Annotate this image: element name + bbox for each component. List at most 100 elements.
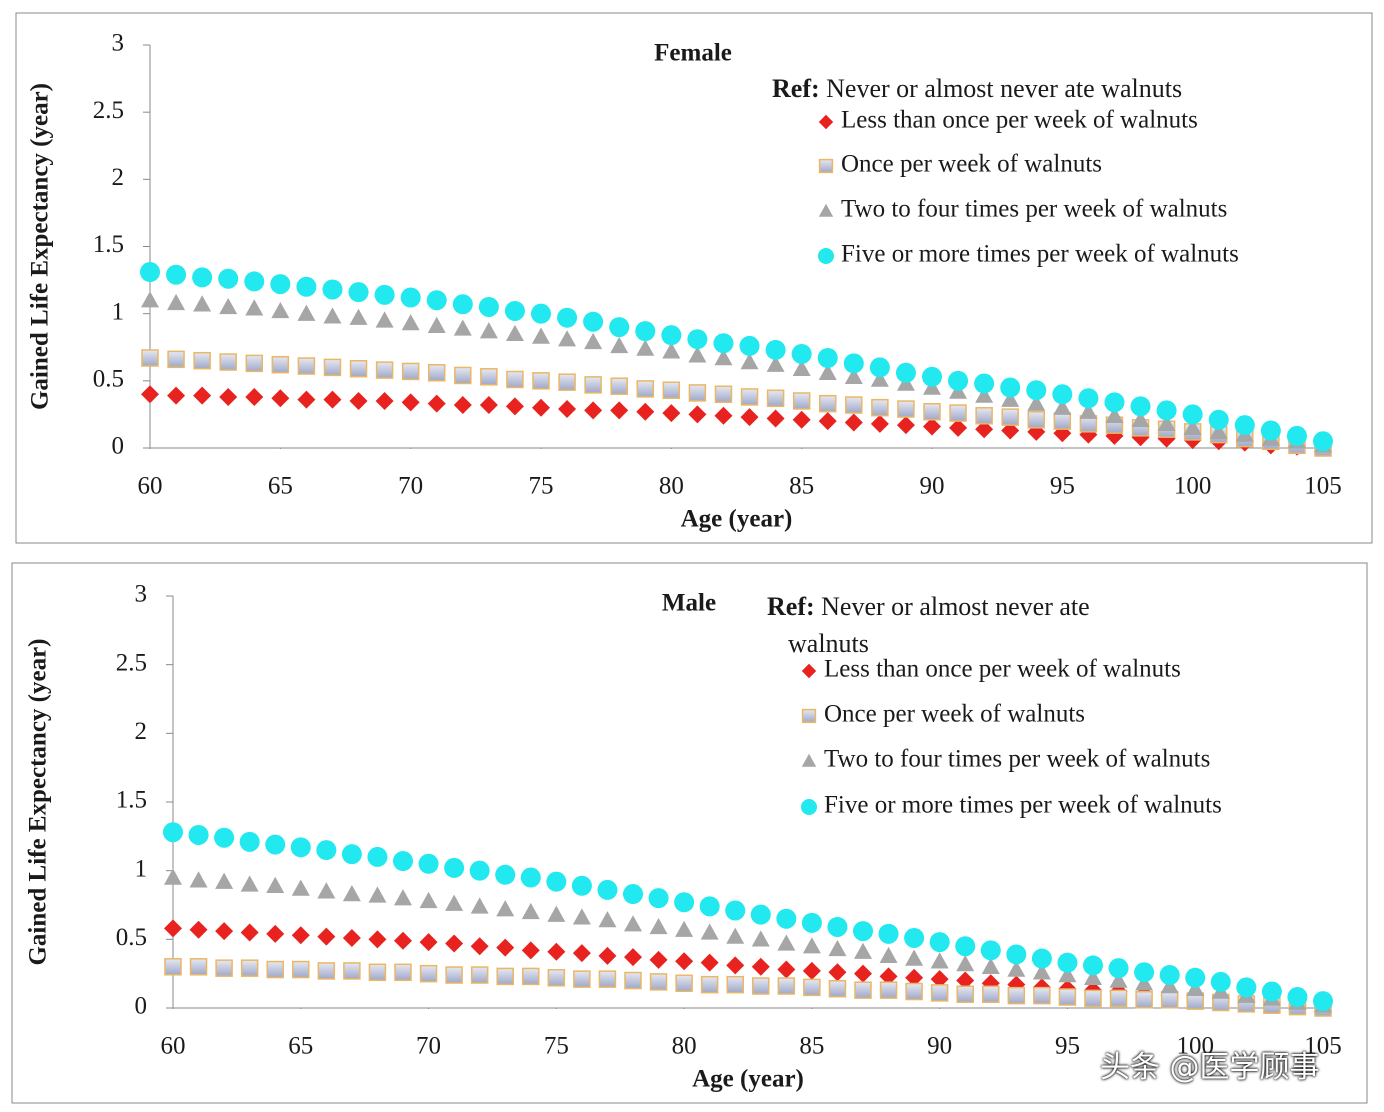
reference-label: Ref: bbox=[772, 74, 820, 103]
x-tick-label: 75 bbox=[544, 1033, 569, 1060]
diamond-marker bbox=[141, 385, 159, 404]
square-marker bbox=[532, 372, 550, 390]
triangle-marker bbox=[818, 363, 837, 380]
diamond-marker bbox=[624, 948, 642, 967]
square-marker bbox=[470, 966, 489, 984]
diamond-marker bbox=[879, 967, 898, 986]
square-marker bbox=[1033, 986, 1051, 1005]
circle-marker bbox=[546, 871, 567, 892]
diamond-marker bbox=[496, 938, 515, 957]
x-tick-label: 105 bbox=[1304, 1033, 1342, 1060]
square-marker bbox=[879, 981, 898, 999]
y-tick-label: 1.5 bbox=[116, 787, 147, 814]
legend-marker bbox=[801, 799, 817, 815]
diamond-marker bbox=[662, 404, 681, 423]
square-marker bbox=[675, 974, 693, 993]
square-marker bbox=[266, 960, 284, 979]
square-marker bbox=[1001, 408, 1019, 426]
x-tick-label: 90 bbox=[920, 473, 945, 500]
x-tick-label: 75 bbox=[529, 473, 554, 500]
diamond-marker bbox=[215, 922, 234, 941]
triangle-marker bbox=[219, 297, 238, 315]
square-marker bbox=[349, 359, 368, 378]
circle-marker bbox=[322, 279, 343, 300]
diamond-marker bbox=[323, 390, 342, 409]
diamond-marker bbox=[532, 398, 550, 417]
legend-marker bbox=[801, 663, 817, 679]
square-marker bbox=[949, 404, 967, 422]
y-tick-label: 1.5 bbox=[93, 231, 124, 258]
square-marker bbox=[167, 350, 185, 369]
triangle-marker bbox=[167, 293, 186, 311]
chart-title: Male bbox=[662, 590, 716, 617]
diamond-marker bbox=[802, 961, 821, 980]
square-marker bbox=[598, 970, 617, 988]
triangle-marker bbox=[1007, 960, 1026, 977]
circle-marker bbox=[316, 840, 337, 861]
circle-marker bbox=[674, 892, 695, 913]
triangle-marker bbox=[1058, 966, 1077, 983]
legend-label: Two to four times per week of walnuts bbox=[824, 746, 1210, 773]
diamond-marker bbox=[766, 409, 785, 428]
square-marker bbox=[323, 358, 342, 377]
chart-title: Female bbox=[654, 40, 732, 67]
circle-marker bbox=[348, 282, 369, 303]
circle-marker bbox=[929, 932, 950, 953]
diamond-marker bbox=[610, 401, 629, 420]
y-tick-label: 2.5 bbox=[93, 97, 124, 124]
diamond-marker bbox=[975, 420, 994, 439]
triangle-marker bbox=[740, 353, 759, 370]
diamond-marker bbox=[870, 414, 889, 433]
reference-label: Ref: bbox=[767, 592, 815, 621]
diamond-marker bbox=[317, 927, 336, 946]
legend-label: Five or more times per week of walnuts bbox=[824, 792, 1222, 819]
triangle-marker bbox=[1186, 979, 1205, 996]
circle-marker bbox=[895, 362, 916, 383]
legend-marker bbox=[818, 114, 834, 130]
triangle-marker bbox=[189, 871, 208, 888]
triangle-marker bbox=[1079, 402, 1098, 419]
diamond-marker bbox=[649, 950, 668, 969]
square-marker bbox=[1007, 986, 1026, 1005]
triangle-marker bbox=[766, 355, 785, 372]
triangle-marker bbox=[342, 885, 361, 902]
circle-marker bbox=[1052, 384, 1073, 405]
diamond-marker bbox=[375, 391, 394, 410]
diamond-marker bbox=[714, 406, 733, 425]
circle-marker bbox=[725, 900, 746, 921]
square-marker bbox=[141, 349, 159, 367]
square-marker bbox=[871, 398, 889, 417]
circle-marker bbox=[426, 290, 447, 311]
triangle-marker bbox=[879, 946, 898, 964]
circle-marker bbox=[1234, 415, 1255, 436]
circle-marker bbox=[192, 267, 213, 288]
triangle-marker bbox=[802, 937, 821, 954]
square-marker bbox=[610, 377, 628, 395]
square-marker bbox=[726, 975, 744, 994]
circle-marker bbox=[904, 927, 925, 948]
circle-marker bbox=[1208, 409, 1229, 430]
diamond-marker bbox=[675, 952, 694, 971]
diamond-marker bbox=[401, 393, 420, 412]
diamond-marker bbox=[828, 963, 847, 982]
triangle-marker bbox=[323, 307, 342, 324]
reference-text: Never or almost never ate walnuts bbox=[788, 592, 1090, 658]
diamond-marker bbox=[930, 970, 949, 989]
triangle-marker bbox=[975, 386, 994, 403]
circle-marker bbox=[244, 271, 265, 292]
diamond-marker bbox=[167, 386, 186, 405]
square-marker bbox=[1053, 412, 1072, 430]
square-marker bbox=[343, 962, 361, 980]
panel-frame bbox=[15, 12, 1373, 544]
triangle-marker bbox=[505, 324, 524, 342]
x-tick-label: 65 bbox=[268, 473, 293, 500]
square-marker bbox=[193, 351, 211, 370]
square-marker bbox=[401, 362, 420, 381]
square-marker bbox=[480, 368, 498, 386]
square-marker bbox=[240, 959, 259, 977]
diamond-marker bbox=[547, 942, 566, 961]
circle-marker bbox=[1286, 425, 1307, 446]
legend-marker bbox=[818, 158, 834, 174]
triangle-marker bbox=[636, 339, 655, 356]
